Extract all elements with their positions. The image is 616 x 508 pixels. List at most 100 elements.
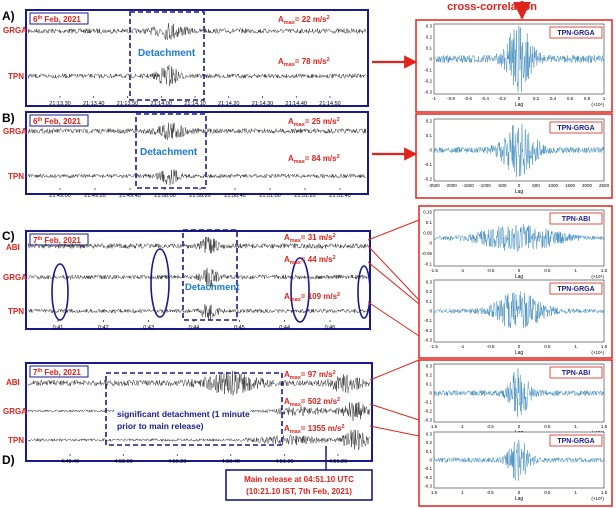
cc-x-tick-label: -500	[497, 183, 507, 188]
cc-x-tick-label: 0.4	[550, 96, 557, 101]
cc-y-tick-label: 0.2	[426, 373, 433, 378]
cc-x-tick-label: 1	[574, 490, 577, 495]
cc-x-tick-label: 1.5	[601, 344, 608, 349]
cc-y-tick-label: -0.1	[424, 318, 432, 323]
panel-b-station-tpn: TPN	[8, 172, 24, 181]
cc-x-axis-label: Lag	[515, 189, 524, 195]
x-tick-label: 4:51.20	[329, 459, 347, 465]
panel-c-station-abi: ABI	[6, 243, 20, 252]
cc-x-tick-label: 1.5	[601, 424, 608, 429]
panel-d-letter: D)	[2, 453, 15, 467]
x-tick-label: 4:50.20	[168, 459, 186, 465]
cc-y-tick-label: 0.1	[426, 220, 433, 225]
x-tick-label: 0:44	[279, 325, 290, 331]
panel-c-station-grga: GRGA	[3, 273, 27, 282]
cc-x-tick-label: -1000	[479, 183, 491, 188]
cc-y-tick-label: 0.3	[426, 432, 433, 437]
panel-c-letter: C)	[2, 229, 15, 243]
cc-x-exponent: (×10⁴)	[591, 350, 604, 355]
panel-a-station-tpn: TPN	[8, 72, 24, 81]
panel-a-letter: A)	[2, 9, 15, 23]
x-tick-label: 0:42	[98, 325, 109, 331]
panel-d-station-abi: ABI	[6, 378, 20, 387]
cc-trace	[433, 291, 605, 329]
cc-y-tick-label: -0.1	[424, 162, 432, 167]
x-tick-label: 0:43	[143, 325, 154, 331]
trace-a-grga	[27, 23, 367, 41]
cc-x-tick-label: 0	[518, 183, 521, 188]
panel-b-amax-1: Amax= 25 m/s2	[288, 117, 340, 128]
panel-d-date-box: 7th Feb, 2021	[29, 365, 89, 378]
cc-x-tick-label: -0.5	[487, 268, 495, 273]
panel-c-station-tpn: TPN	[8, 307, 24, 316]
main-release-line-1: Main release at 04:51.10 UTC	[244, 475, 354, 484]
panel-a: A) 6th Feb, 2021 GRGA TPN Detachment Ama…	[2, 9, 369, 107]
cc-plot-label: TPN-GRGA	[557, 438, 594, 445]
panel-a-amax-2: Amax= 78 m/s2	[278, 57, 330, 68]
cc-y-tick-label: 0.1	[426, 46, 433, 51]
x-tick-label: 21:14.20	[218, 101, 239, 107]
cc-plot-label-box	[549, 282, 603, 295]
cc-x-tick-label: 0.5	[544, 490, 551, 495]
cc-plot-label: TPN-GRGA	[557, 30, 594, 37]
svg-text:6th Feb, 2021: 6th Feb, 2021	[33, 15, 81, 24]
cc-x-tick-label: 1	[574, 424, 577, 429]
cc-y-tick-label: 0	[429, 391, 432, 396]
cc-plot-label: TPN-GRGA	[557, 125, 594, 132]
panel-a-detachment-label: Detachment	[138, 48, 196, 59]
panel-d-frame-main	[26, 455, 372, 456]
main-release-box	[225, 469, 373, 501]
panel-d: D)	[2, 453, 372, 467]
cc-plot-label: TPN-ABI	[562, 216, 590, 223]
panel-d-station-tpn: TPN	[8, 436, 24, 445]
cc-y-tick-label: -0.3	[424, 90, 432, 95]
cc-y-tick-label: -0.3	[424, 338, 432, 343]
panel-b-date-box: 6th Feb, 2021	[29, 114, 89, 127]
panel-c-amax-2: Amax= 44 m/s2	[284, 255, 336, 266]
panel-c-event-ellipse-1	[51, 263, 69, 321]
cc-x-tick-label: 1.5	[431, 490, 438, 495]
cc-x-tick-label: 0.5	[544, 424, 551, 429]
cc-x-tick-label: 0.5	[544, 344, 551, 349]
cc-y-tick-label: 0.2	[426, 119, 433, 124]
cc-y-tick-label: -0.3	[424, 418, 432, 423]
panel-d-amax-2: Amax= 502 m/s2	[284, 397, 340, 408]
panel-d-station-grga: GRGA	[3, 407, 27, 416]
cc-y-tick-label: 0.3	[426, 24, 433, 29]
cc-y-tick-label: 0.1	[426, 133, 433, 138]
panel-d-frame-rect	[26, 455, 372, 456]
cc-frame-a	[415, 19, 613, 113]
cc-y-tick-label: 0.15	[423, 210, 432, 215]
x-tick-label: 21:50.20	[189, 193, 210, 199]
cc-frame-d	[418, 359, 613, 507]
x-tick-label: 21:51.40	[329, 193, 350, 199]
trace-b-grga	[27, 122, 367, 140]
cc-x-tick-label: -2500	[428, 183, 440, 188]
panel-c: C) 7th Feb, 2021 ABI GRGA TPN Detachment…	[2, 229, 371, 331]
cc-y-tick-label: 0.1	[426, 299, 433, 304]
panel-d-detachment-label-bg	[114, 406, 250, 434]
x-tick-label: 0:45	[234, 325, 245, 331]
cc-y-tick-label: -0.1	[424, 68, 432, 73]
x-tick-label: 21:50.40	[224, 193, 245, 199]
cc-x-tick-label: -0.5	[487, 344, 495, 349]
cc-plot-label: TPN-ABI	[562, 370, 590, 377]
cc-x-tick-label: -1	[432, 96, 436, 101]
cc-y-tick-label: 0.1	[426, 382, 433, 387]
cc-y-tick-label: -0.2	[424, 409, 432, 414]
cc-y-tick-label: -0.1	[424, 262, 432, 267]
cc-x-tick-label: 1	[461, 424, 464, 429]
panel-c-detachment-label: Detachment	[185, 282, 240, 293]
panel-d-detachment-line-2: prior to main release)	[117, 421, 204, 431]
cc-x-exponent: (×10⁴)	[591, 274, 604, 279]
cc-y-tick-label: 0.3	[426, 280, 433, 285]
cc-y-tick-label: -0.2	[424, 475, 432, 480]
cc-y-tick-label: 0.1	[426, 449, 433, 454]
cc-x-axis-label: Lag	[515, 350, 524, 356]
cc-plot-label: TPN-GRGA	[557, 286, 594, 293]
x-tick-label: 21:13.50	[117, 101, 138, 107]
x-tick-label: 21:50.00	[154, 193, 175, 199]
panel-c-date-box: 7th Feb, 2021	[29, 233, 89, 246]
cc-x-tick-label: 2000	[582, 183, 593, 188]
cc-x-exponent: (×10⁴)	[591, 102, 604, 107]
